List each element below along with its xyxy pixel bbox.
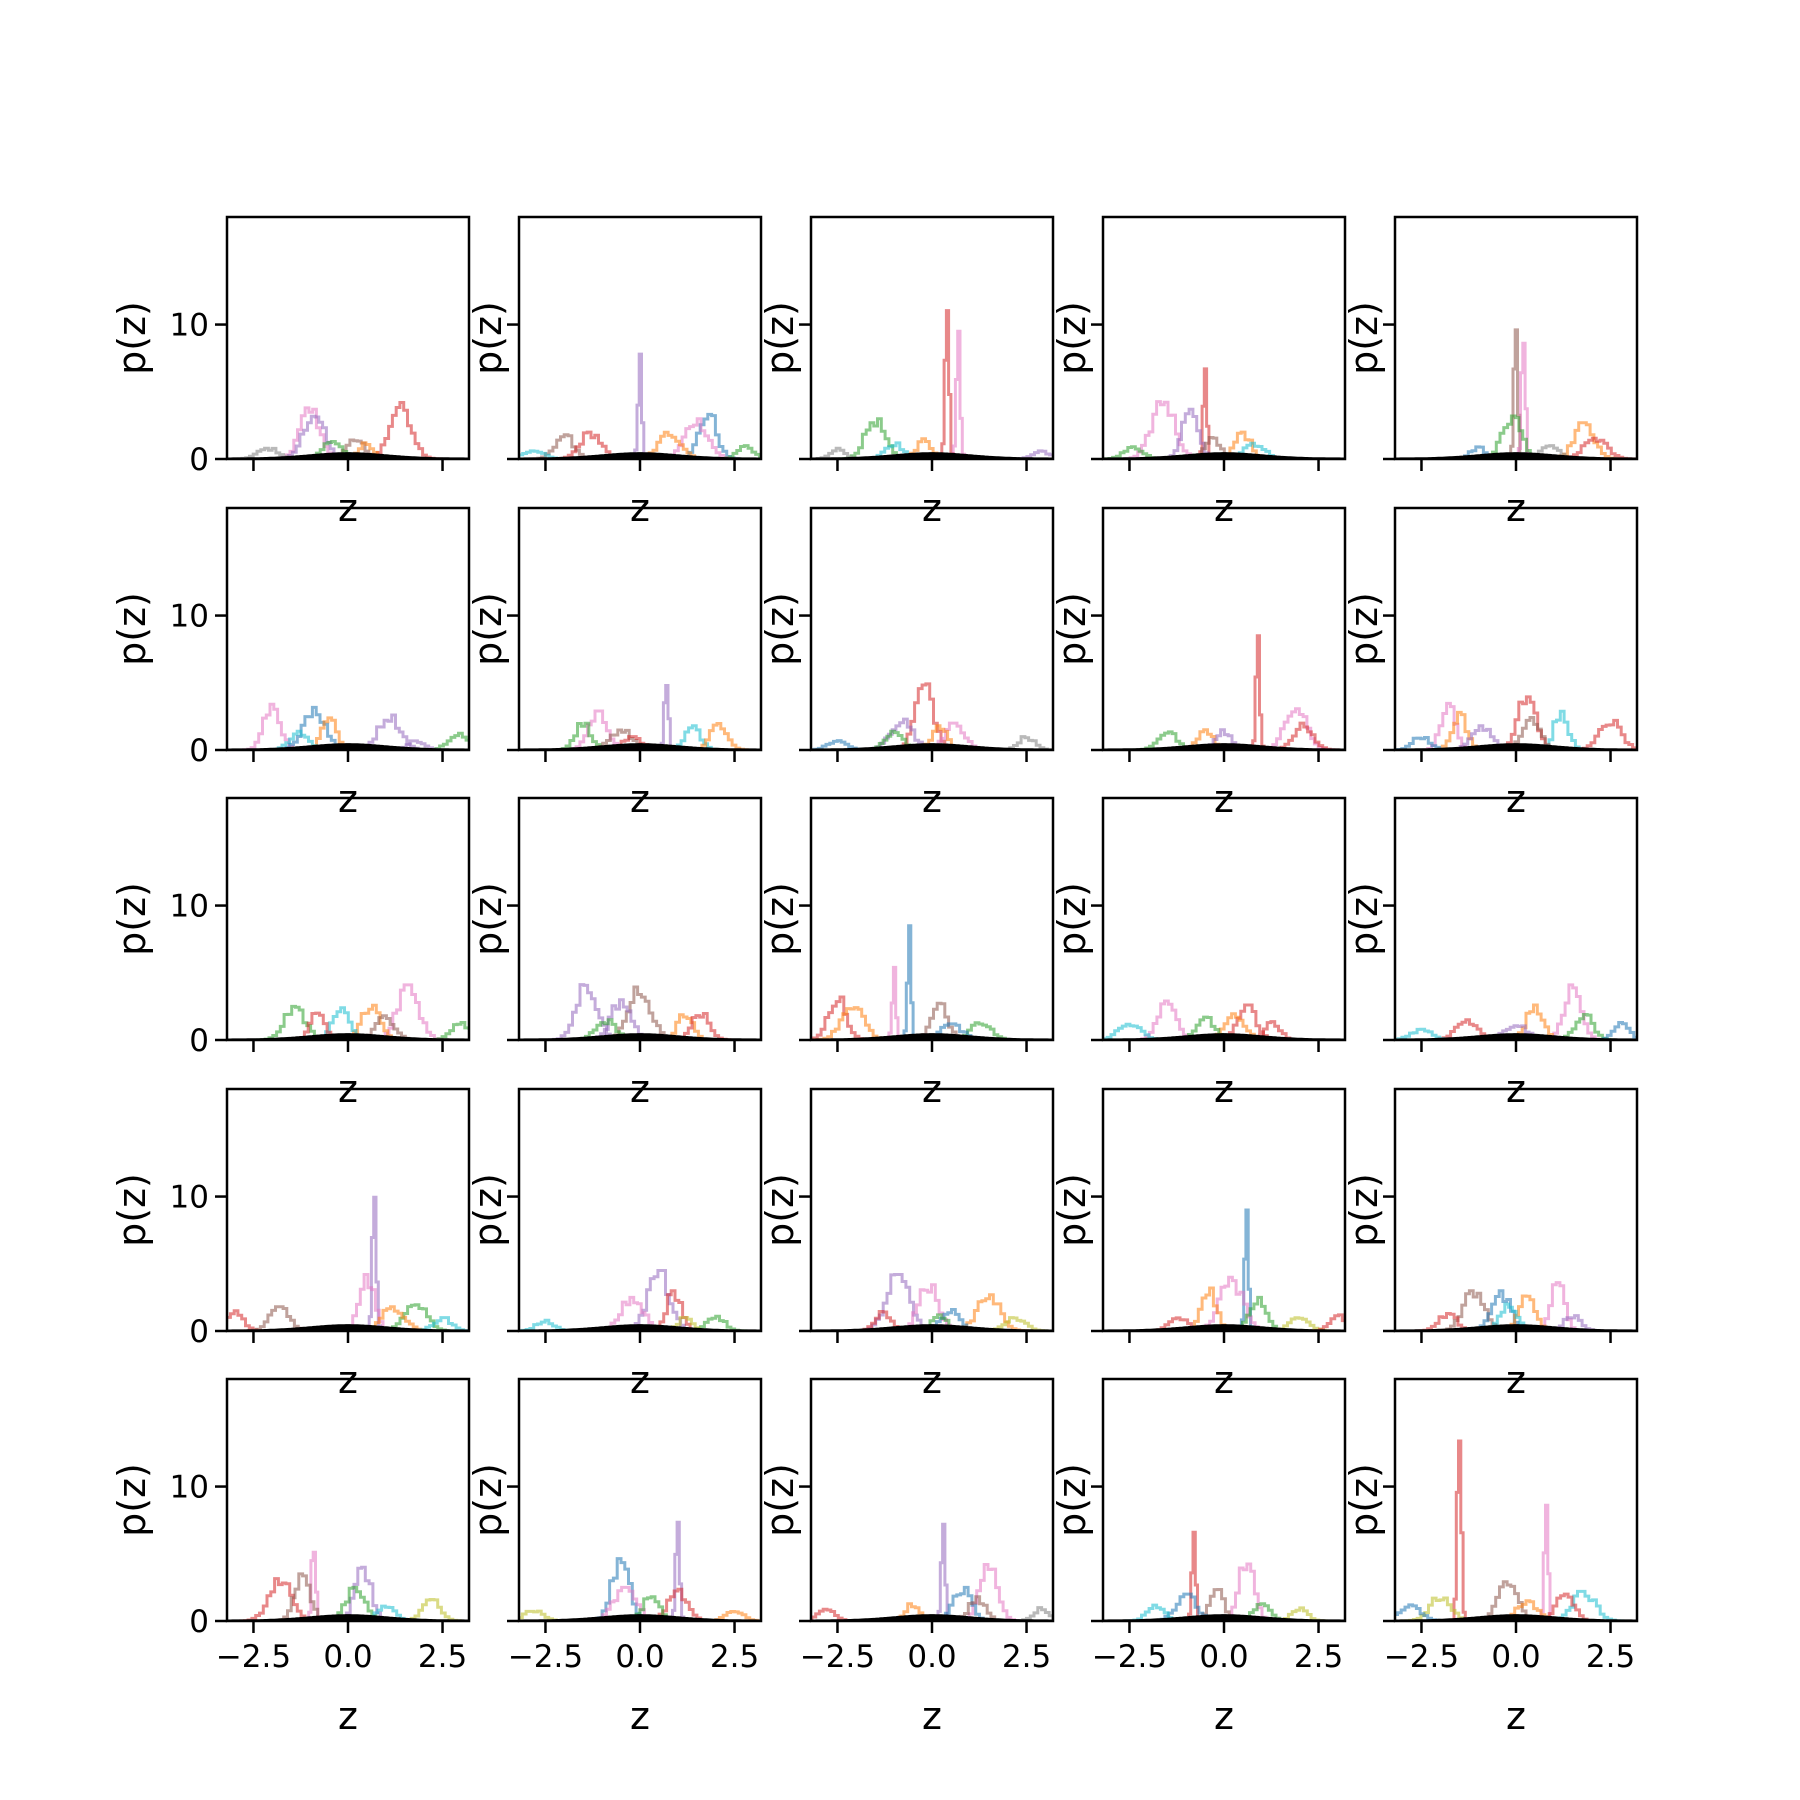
panel-2-5: zp(z)	[1342, 506, 1639, 821]
x-tick-label: −2.5	[216, 1639, 291, 1675]
x-tick-label: 2.5	[710, 1639, 759, 1675]
panel-5-3: −2.5 0.0 2.5 z p(z)	[758, 1377, 1055, 1738]
panel-4-2: zp(z)	[466, 1087, 763, 1402]
x-axis-label: z	[1214, 1694, 1234, 1738]
x-tick-label: 2.5	[1294, 1639, 1343, 1675]
y-axis-label: p(z)	[1050, 882, 1094, 956]
y-axis-label: p(z)	[110, 301, 154, 375]
y-axis-label: p(z)	[1342, 1173, 1386, 1247]
panel-5-2: −2.5 0.0 2.5 z p(z)	[466, 1377, 763, 1738]
panel-1-4: zp(z)	[1050, 215, 1347, 530]
y-tick-label: 0	[189, 1604, 209, 1640]
panel-1-2: zp(z)	[466, 215, 763, 530]
panel-4-4: zp(z)	[1050, 1087, 1347, 1402]
y-axis-label: p(z)	[758, 1173, 802, 1247]
x-axis-label: z	[338, 1694, 358, 1738]
y-axis-label: p(z)	[1050, 592, 1094, 666]
x-tick-label: −2.5	[508, 1639, 583, 1675]
y-axis-label: p(z)	[758, 592, 802, 666]
y-axis-label: p(z)	[1342, 882, 1386, 956]
y-axis-label: p(z)	[1342, 592, 1386, 666]
panel-5-5: −2.5 0.0 2.5 z p(z)	[1342, 1377, 1639, 1738]
y-axis-label: p(z)	[110, 882, 154, 956]
x-tick-label: 2.5	[1002, 1639, 1051, 1675]
x-tick-label: −2.5	[800, 1639, 875, 1675]
y-tick-label: 0	[189, 1023, 209, 1059]
y-tick-label: 10	[170, 308, 209, 344]
y-axis-label: p(z)	[1342, 1463, 1386, 1537]
y-axis-label: p(z)	[110, 592, 154, 666]
x-axis-label: z	[922, 1694, 942, 1738]
y-tick-label: 0	[189, 733, 209, 769]
panel-2-2: zp(z)	[466, 506, 763, 821]
y-axis-label: p(z)	[1050, 1463, 1094, 1537]
panel-5-1: −2.5 0.0 2.5 0 10 z p(z)	[110, 1377, 471, 1738]
y-axis-label: p(z)	[1342, 301, 1386, 375]
x-axis-label: z	[630, 1694, 650, 1738]
panel-1-5: zp(z)	[1342, 215, 1639, 530]
x-tick-label: 0.0	[323, 1639, 372, 1675]
y-axis-label: p(z)	[466, 882, 510, 956]
x-axis-label: z	[1506, 1694, 1526, 1738]
y-tick-label: 10	[170, 1180, 209, 1216]
panel-4-5: zp(z)	[1342, 1087, 1639, 1402]
y-axis-label: p(z)	[758, 1463, 802, 1537]
panel-3-3: zp(z)	[758, 796, 1055, 1111]
panel-3-4: zp(z)	[1050, 796, 1347, 1111]
x-tick-label: 0.0	[615, 1639, 664, 1675]
x-tick-label: −2.5	[1384, 1639, 1459, 1675]
y-tick-label: 10	[170, 889, 209, 925]
x-tick-label: 2.5	[418, 1639, 467, 1675]
panel-4-3: zp(z)	[758, 1087, 1055, 1402]
y-axis-label: p(z)	[110, 1463, 154, 1537]
y-tick-label: 0	[189, 1314, 209, 1350]
x-tick-label: −2.5	[1092, 1639, 1167, 1675]
x-tick-label: 0.0	[907, 1639, 956, 1675]
y-axis-label: p(z)	[1050, 1173, 1094, 1247]
panel-2-4: zp(z)	[1050, 506, 1347, 821]
x-tick-label: 2.5	[1586, 1639, 1635, 1675]
y-axis-label: p(z)	[466, 301, 510, 375]
panels-group: 010zp(z)zp(z)zp(z)zp(z)zp(z)010zp(z)zp(z…	[110, 215, 1639, 1738]
y-axis-label: p(z)	[1050, 301, 1094, 375]
y-tick-label: 10	[170, 1470, 209, 1506]
panel-3-2: zp(z)	[466, 796, 763, 1111]
y-tick-label: 0	[189, 442, 209, 478]
x-tick-label: 0.0	[1491, 1639, 1540, 1675]
y-axis-label: p(z)	[758, 301, 802, 375]
x-tick-label: 0.0	[1199, 1639, 1248, 1675]
y-axis-label: p(z)	[110, 1173, 154, 1247]
y-tick-label: 10	[170, 599, 209, 635]
y-axis-label: p(z)	[466, 1173, 510, 1247]
y-axis-label: p(z)	[758, 882, 802, 956]
panel-3-5: zp(z)	[1342, 796, 1639, 1111]
y-axis-label: p(z)	[466, 1463, 510, 1537]
y-axis-label: p(z)	[466, 592, 510, 666]
panel-5-4: −2.5 0.0 2.5 z p(z)	[1050, 1377, 1347, 1738]
